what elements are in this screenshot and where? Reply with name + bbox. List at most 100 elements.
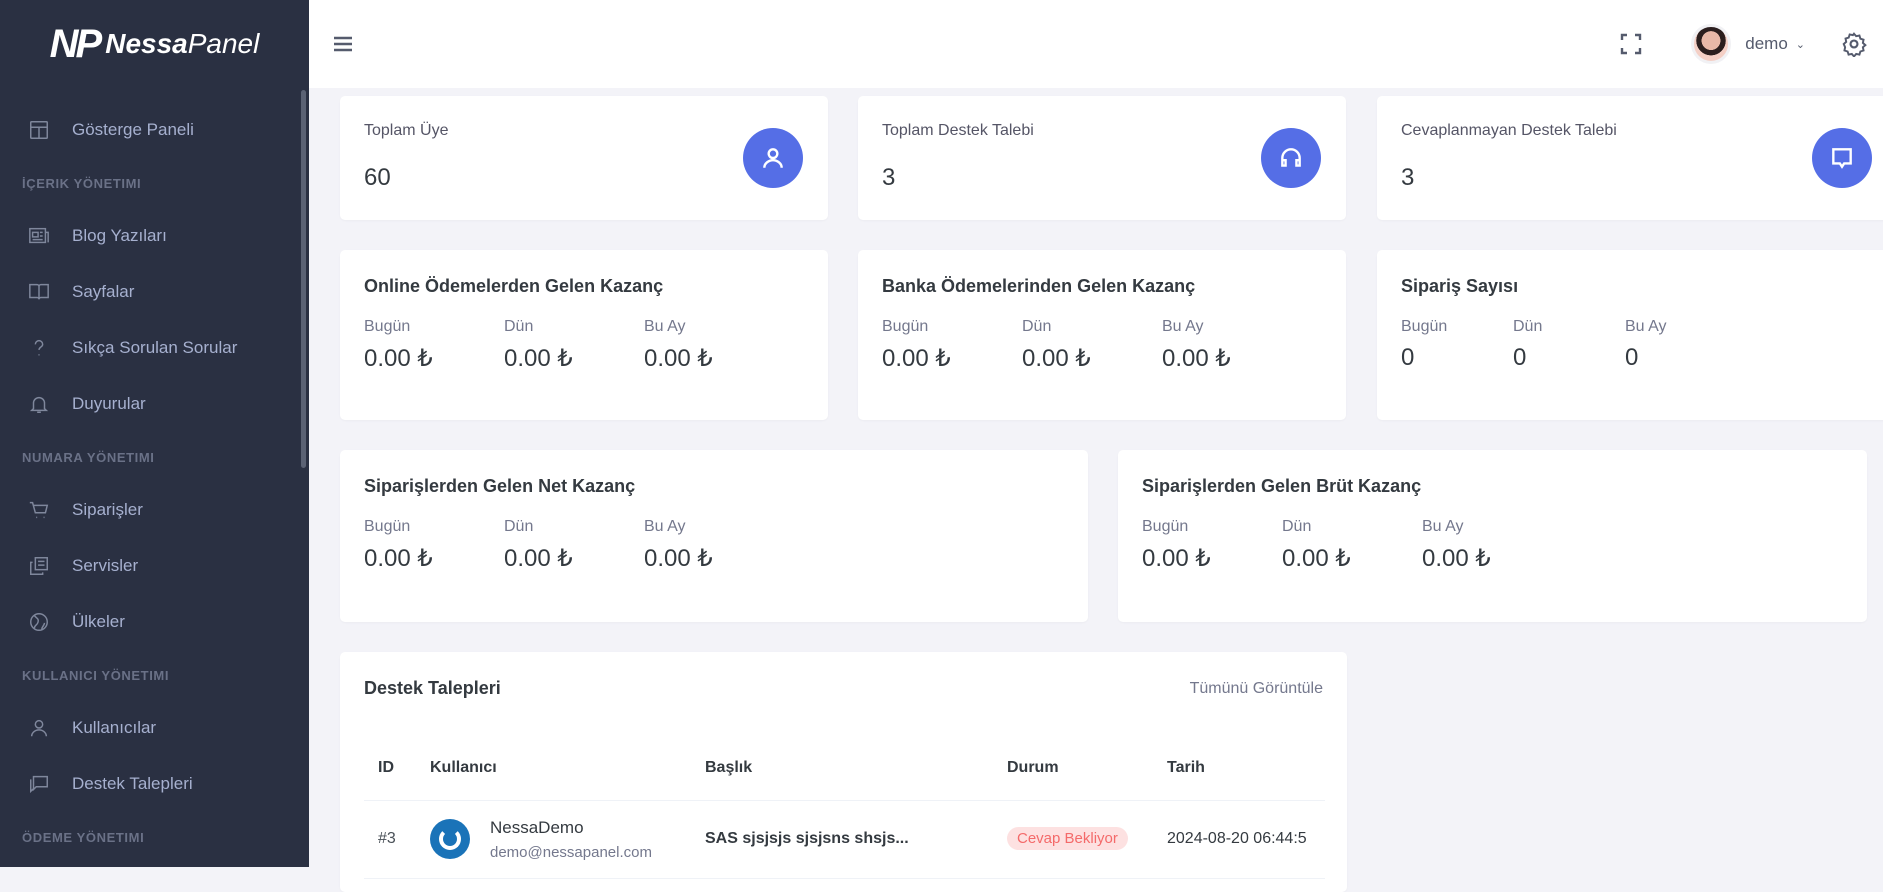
sidebar-item-label: Blog Yazıları — [72, 226, 167, 245]
user-avatar — [430, 819, 470, 859]
stat-card: Banka Ödemelerinden Gelen Kazanç Bugün 0.0… — [858, 250, 1346, 420]
ticket-subject[interactable]: SAS sjsjsjs sjsjsns shsjs... — [705, 800, 1007, 879]
menu-toggle-icon[interactable] — [331, 32, 355, 56]
question-icon — [28, 337, 50, 359]
period-value: 0.00 ₺ — [1022, 345, 1091, 372]
period-value: 0.00 ₺ — [1142, 545, 1211, 572]
chevron-down-icon[interactable]: ⌄ — [1795, 38, 1805, 51]
nav-section-title: İÇERIK YÖNETIMI — [22, 175, 142, 191]
stat-title: Siparişlerden Gelen Net Kazanç — [364, 476, 636, 496]
sidebar-item-label: Ülkeler — [72, 612, 125, 631]
sidebar-item-label: Servisler — [72, 556, 139, 575]
stat-title: Banka Ödemelerinden Gelen Kazanç — [882, 276, 1196, 296]
user-icon — [743, 128, 803, 188]
sidebar-item[interactable]: Ülkeler — [0, 594, 309, 650]
summary-value: 3 — [1401, 164, 1415, 191]
stat-card: Online Ödemelerden Gelen Kazanç Bugün 0.00… — [340, 250, 828, 420]
period-value: 0.00 ₺ — [882, 345, 951, 372]
sidebar-item[interactable]: Sayfalar — [0, 264, 309, 320]
period-label: Bu Ay — [1162, 318, 1204, 335]
headset-icon — [1261, 128, 1321, 188]
newspaper-icon — [28, 225, 50, 247]
summary-label: Toplam Üye — [364, 122, 449, 139]
period-value: 0.00 ₺ — [364, 545, 433, 572]
summary-value: 3 — [882, 164, 896, 191]
user-icon — [28, 717, 50, 739]
stat-card: Siparişlerden Gelen Net Kazanç Bugün 0.00 … — [340, 450, 1088, 622]
stat-card: Siparişlerden Gelen Brüt Kazanç Bugün 0.00… — [1118, 450, 1867, 622]
username[interactable]: demo — [1745, 34, 1788, 53]
book-icon — [28, 281, 50, 303]
period-value: 0.00 ₺ — [644, 545, 713, 572]
period-label: Bu Ay — [1422, 518, 1464, 535]
card-title: Destek Talepleri — [364, 678, 501, 698]
column-header[interactable]: Kullanıcı — [430, 736, 705, 801]
period-label: Bu Ay — [1625, 318, 1667, 335]
sidebar-item[interactable]: Sıkça Sorulan Sorular — [0, 320, 309, 376]
copy-icon — [28, 555, 50, 577]
logo-name-bold: Nessa — [105, 28, 188, 59]
period-value: 0.00 ₺ — [1422, 545, 1491, 572]
sidebar-item[interactable]: Siparişler — [0, 482, 309, 538]
period-value: 0 — [1513, 344, 1527, 371]
sidebar: NP NessaPanel Gösterge Paneli İÇERIK YÖNE… — [0, 0, 309, 867]
ticket-id: #3 — [364, 800, 430, 879]
table-row[interactable]: #3 NessaDemo demo@nessapanel.com SAS sjsj… — [364, 800, 1325, 879]
gear-icon[interactable] — [1841, 31, 1867, 57]
period-label: Bugün — [364, 518, 411, 535]
period-value: 0.00 ₺ — [504, 345, 573, 372]
sidebar-item-label: Sayfalar — [72, 282, 135, 301]
logo-name-light: Panel — [187, 28, 260, 59]
nav-section-title: ÖDEME YÖNETIMI — [22, 829, 145, 845]
stat-card: Sipariş Sayısı Bugün 0 Dün 0 Bu Ay 0 — [1377, 250, 1883, 420]
stat-title: Sipariş Sayısı — [1401, 276, 1519, 296]
tickets-table: ID Kullanıcı Başlık Durum Tarih #3 NessaDemo… — [364, 736, 1325, 879]
period-label: Bugün — [1142, 518, 1189, 535]
nav-section-title: NUMARA YÖNETIMI — [22, 449, 155, 465]
period-label: Dün — [1282, 518, 1312, 535]
sidebar-item-label: Duyurular — [72, 394, 146, 413]
period-value: 0 — [1401, 344, 1415, 371]
chat-icon — [28, 773, 50, 795]
cart-icon — [28, 499, 50, 521]
fullscreen-icon[interactable] — [1619, 32, 1643, 56]
nav-section-title: KULLANICI YÖNETIMI — [22, 667, 170, 683]
sidebar-scrollbar[interactable] — [301, 90, 306, 468]
sidebar-item-label: Destek Talepleri — [72, 774, 193, 793]
period-value: 0 — [1625, 344, 1639, 371]
period-value: 0.00 ₺ — [364, 345, 433, 372]
summary-card: Cevaplanmayan Destek Talebi 3 — [1377, 96, 1883, 220]
support-tickets-card: Destek Talepleri Tümünü Görüntüle ID Kull… — [340, 652, 1347, 892]
sidebar-item-label: Siparişler — [72, 500, 143, 519]
summary-label: Cevaplanmayan Destek Talebi — [1401, 122, 1617, 139]
message-icon — [1812, 128, 1872, 188]
logo-mark: NP — [49, 21, 103, 66]
sidebar-item-label: Gösterge Paneli — [72, 120, 194, 139]
sidebar-item-label: Sıkça Sorulan Sorular — [72, 338, 238, 357]
layout-icon — [28, 119, 50, 141]
period-label: Dün — [504, 518, 534, 535]
summary-value: 60 — [364, 164, 391, 191]
logo[interactable]: NP NessaPanel — [0, 0, 309, 88]
period-label: Dün — [1513, 318, 1543, 335]
period-label: Bugün — [882, 318, 929, 335]
period-label: Bugün — [364, 318, 411, 335]
sidebar-item[interactable]: Blog Yazıları — [0, 208, 309, 264]
status-badge: Cevap Bekliyor — [1007, 827, 1128, 850]
sidebar-item[interactable]: Gösterge Paneli — [0, 102, 309, 158]
bell-icon — [28, 393, 50, 415]
column-header[interactable]: Durum — [1007, 736, 1167, 801]
sidebar-item[interactable]: Destek Talepleri — [0, 756, 309, 812]
column-header[interactable]: ID — [364, 736, 430, 801]
sidebar-item[interactable]: Servisler — [0, 538, 309, 594]
globe-icon — [28, 611, 50, 633]
avatar[interactable] — [1691, 24, 1732, 64]
column-header[interactable]: Başlık — [705, 736, 1007, 801]
view-all-link[interactable]: Tümünü Görüntüle — [1189, 680, 1323, 697]
sidebar-item[interactable]: Kullanıcılar — [0, 700, 309, 756]
column-header[interactable]: Tarih — [1167, 736, 1325, 801]
sidebar-item[interactable]: Duyurular — [0, 376, 309, 432]
summary-label: Toplam Destek Talebi — [882, 122, 1034, 139]
top-header: demo ⌄ — [309, 0, 1883, 88]
summary-card: Toplam Üye 60 — [340, 96, 828, 220]
